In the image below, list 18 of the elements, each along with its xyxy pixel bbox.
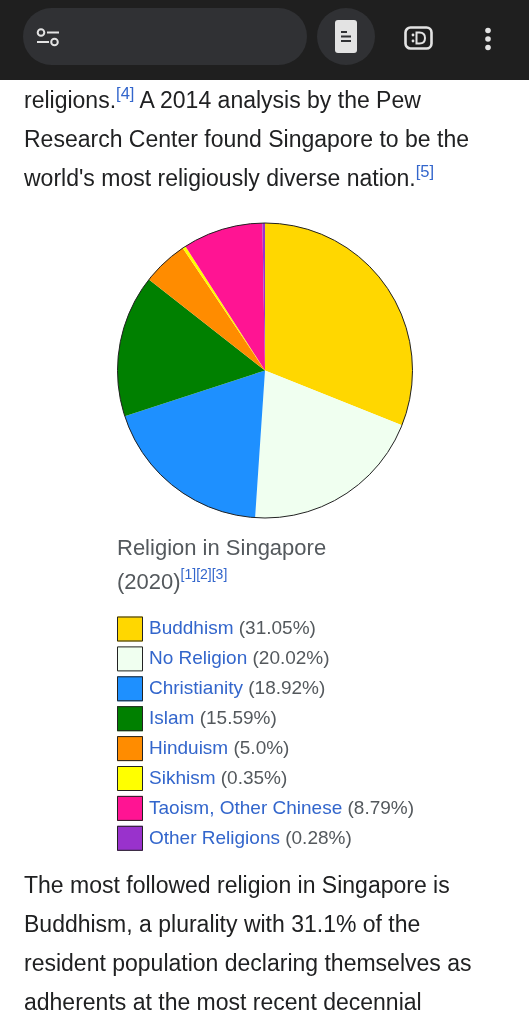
data-label: (5.0%) — [233, 736, 290, 758]
data-label: (18.92%) — [248, 677, 326, 699]
legend-label: Buddhism — [149, 617, 234, 639]
legend-label: No Religion — [149, 647, 248, 669]
data-label: (20.02%) — [252, 647, 330, 669]
legend-label: Sikhism — [149, 766, 216, 788]
data-label: (0.35%) — [220, 766, 288, 788]
legend-label: Taoism, Other Chinese — [149, 796, 343, 818]
text: The most followed religion in Singapore is Buddhism, a plurality with 31.1% of the resident population declaring themselves as adherents at the most recent decennial — [24, 871, 473, 1017]
legend-label: Islam — [149, 706, 195, 728]
legend-label: Hinduism — [149, 736, 229, 758]
data-label: (31.05%) — [238, 617, 316, 639]
legend-label: Other Religions — [149, 826, 280, 848]
data-label: (15.59%) — [199, 706, 277, 728]
text: religions.$^{[4]}$ A 2014 analysis by the Pew Research Center found Singapore to be the world's most religiously diverse nation.$^{[5]}$ — [24, 82, 470, 193]
data-label: (8.79%) — [347, 796, 415, 818]
data-label: (0.28%) — [285, 826, 352, 848]
legend-label: Christianity — [149, 677, 244, 699]
